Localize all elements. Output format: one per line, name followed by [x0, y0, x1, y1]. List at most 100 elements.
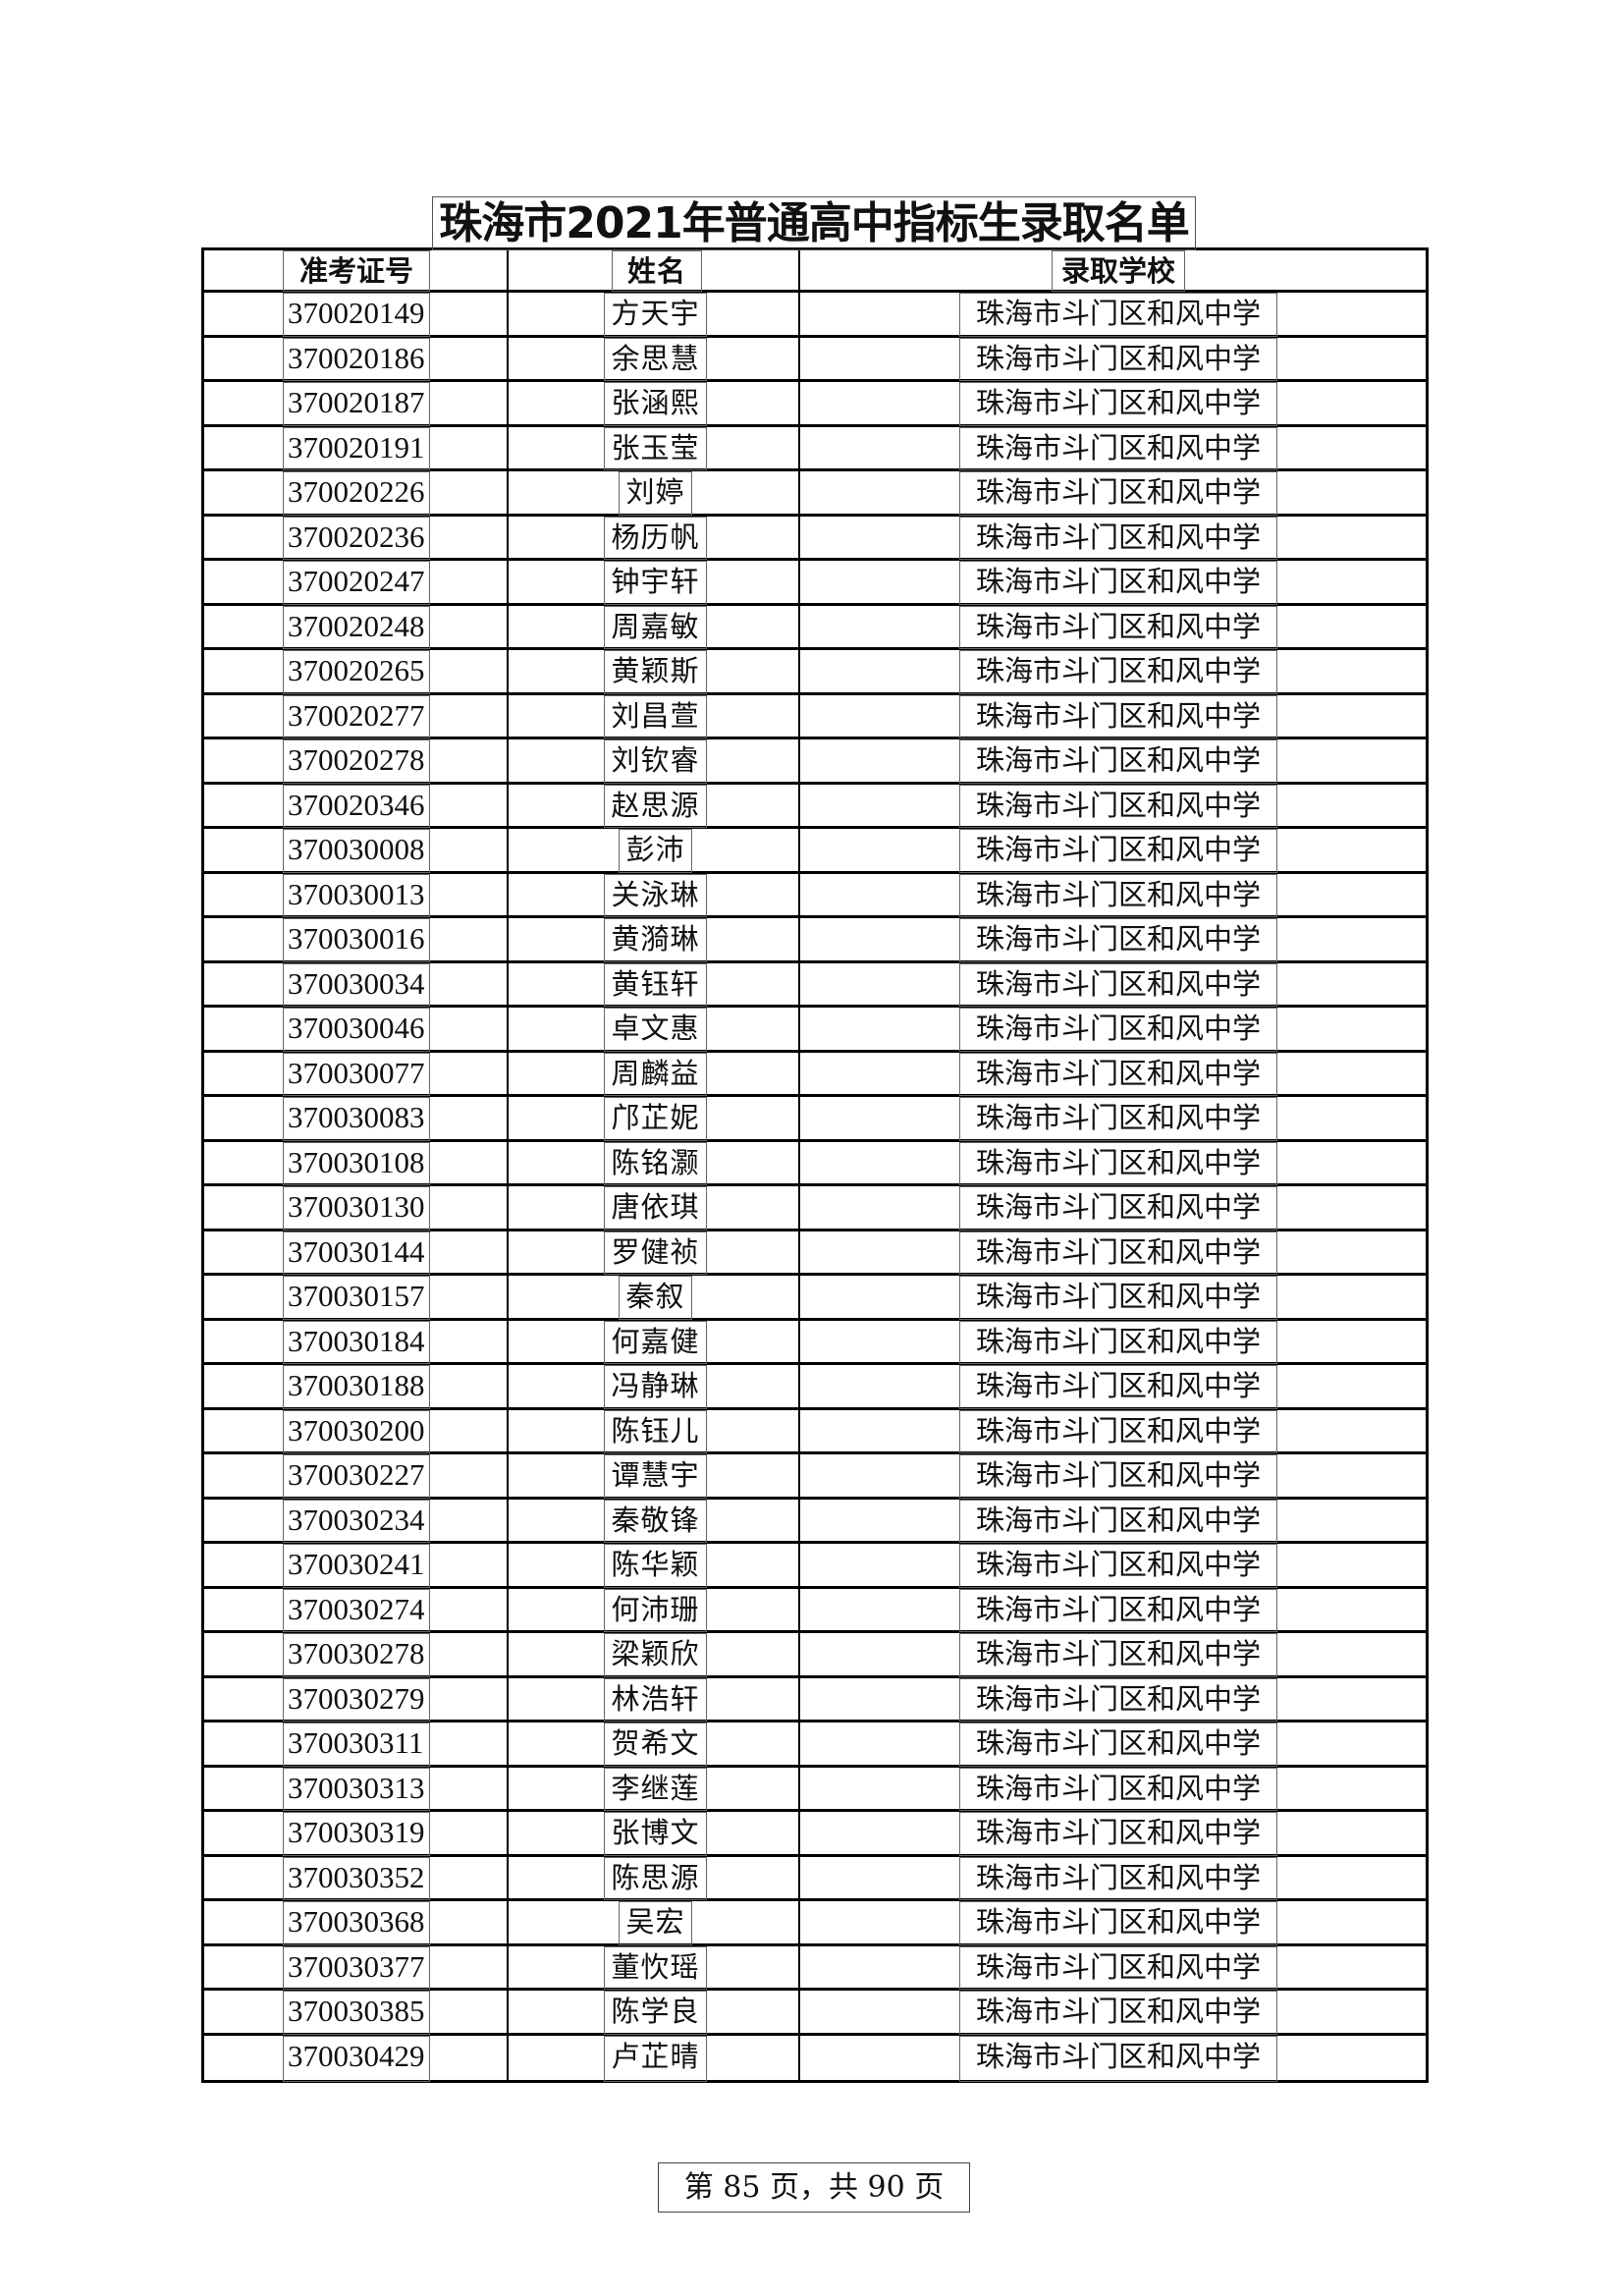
student-name-cell: 张博文 — [604, 1812, 707, 1856]
table-row: 370020236 杨历帆 珠海市斗门区和风中学 — [204, 516, 1426, 561]
exam-id-cell: 370030130 — [283, 1186, 430, 1230]
table-row: 370030429 卢芷晴 珠海市斗门区和风中学 — [204, 2035, 1426, 2082]
student-name-cell: 邝芷妮 — [604, 1097, 707, 1141]
table-row: 370030279 林浩轩 珠海市斗门区和风中学 — [204, 1677, 1426, 1722]
exam-id-cell: 370020277 — [283, 694, 430, 738]
exam-id-cell: 370030311 — [283, 1722, 430, 1767]
admitted-school-cell: 珠海市斗门区和风中学 — [959, 1008, 1277, 1052]
student-name-cell: 何嘉健 — [604, 1320, 707, 1364]
exam-id-cell: 370030279 — [283, 1677, 430, 1722]
student-name-cell: 张玉莹 — [604, 426, 707, 470]
table-row: 370030234 秦敬锋 珠海市斗门区和风中学 — [204, 1499, 1426, 1544]
table-row: 370030368 吴宏 珠海市斗门区和风中学 — [204, 1901, 1426, 1946]
admitted-school-cell: 珠海市斗门区和风中学 — [959, 605, 1277, 649]
exam-id-cell: 370030083 — [283, 1097, 430, 1141]
table-row: 370020226 刘婷 珠海市斗门区和风中学 — [204, 471, 1426, 517]
student-name-cell: 余思慧 — [604, 337, 707, 381]
table-row: 370030016 黄漪琳 珠海市斗门区和风中学 — [204, 918, 1426, 963]
table-row: 370020248 周嘉敏 珠海市斗门区和风中学 — [204, 605, 1426, 650]
exam-id-cell: 370020265 — [283, 650, 430, 694]
table-row: 370030227 谭慧宇 珠海市斗门区和风中学 — [204, 1454, 1426, 1500]
admitted-school-cell: 珠海市斗门区和风中学 — [959, 1052, 1277, 1096]
admitted-school-cell: 珠海市斗门区和风中学 — [959, 694, 1277, 738]
exam-id-cell: 370030157 — [283, 1276, 430, 1320]
table-row: 370020278 刘钦睿 珠海市斗门区和风中学 — [204, 739, 1426, 785]
student-name-cell: 黄漪琳 — [604, 918, 707, 962]
table-row: 370030184 何嘉健 珠海市斗门区和风中学 — [204, 1320, 1426, 1365]
student-name-cell: 唐依琪 — [604, 1186, 707, 1230]
student-name-cell: 陈华颖 — [604, 1544, 707, 1588]
student-name-cell: 彭沛 — [619, 829, 692, 873]
exam-id-cell: 370030200 — [283, 1409, 430, 1453]
page-number: 第 85 页，共 90 页 — [658, 2162, 970, 2213]
admitted-school-cell: 珠海市斗门区和风中学 — [959, 561, 1277, 605]
exam-id-cell: 370030008 — [283, 829, 430, 873]
exam-id-cell: 370020191 — [283, 426, 430, 470]
table-row: 370020187 张涵熙 珠海市斗门区和风中学 — [204, 382, 1426, 427]
student-name-cell: 罗健祯 — [604, 1230, 707, 1275]
table-row: 370020149 方天宇 珠海市斗门区和风中学 — [204, 293, 1426, 338]
exam-id-cell: 370030108 — [283, 1141, 430, 1185]
student-name-cell: 董忺瑶 — [604, 1945, 707, 1990]
table-row: 370030188 冯静琳 珠海市斗门区和风中学 — [204, 1365, 1426, 1410]
admitted-school-cell: 珠海市斗门区和风中学 — [959, 1454, 1277, 1499]
student-name-cell: 陈铭灏 — [604, 1141, 707, 1185]
admitted-school-cell: 珠海市斗门区和风中学 — [959, 516, 1277, 560]
student-name-cell: 刘婷 — [619, 471, 692, 516]
student-name-cell: 关泳琳 — [604, 873, 707, 917]
student-name-cell: 陈学良 — [604, 1991, 707, 2035]
admitted-school-cell: 珠海市斗门区和风中学 — [959, 1901, 1277, 1945]
table-row: 370020265 黄颖斯 珠海市斗门区和风中学 — [204, 650, 1426, 695]
exam-id-cell: 370030274 — [283, 1588, 430, 1632]
table-row: 370030077 周麟益 珠海市斗门区和风中学 — [204, 1052, 1426, 1097]
student-name-cell: 刘昌萱 — [604, 694, 707, 738]
admitted-school-cell: 珠海市斗门区和风中学 — [959, 471, 1277, 516]
admitted-school-cell: 珠海市斗门区和风中学 — [959, 829, 1277, 873]
column-header-exam-id: 准考证号 — [283, 250, 430, 292]
exam-id-cell: 370020149 — [283, 293, 430, 337]
student-name-cell: 李继莲 — [604, 1767, 707, 1811]
exam-id-cell: 370020236 — [283, 516, 430, 560]
exam-id-cell: 370030077 — [283, 1052, 430, 1096]
exam-id-cell: 370020248 — [283, 605, 430, 649]
student-name-cell: 张涵熙 — [604, 382, 707, 426]
admitted-school-cell: 珠海市斗门区和风中学 — [959, 873, 1277, 917]
table-row: 370030013 关泳琳 珠海市斗门区和风中学 — [204, 873, 1426, 918]
student-name-cell: 冯静琳 — [604, 1365, 707, 1409]
exam-id-cell: 370030385 — [283, 1991, 430, 2035]
table-row: 370020346 赵思源 珠海市斗门区和风中学 — [204, 784, 1426, 829]
student-name-cell: 吴宏 — [619, 1901, 692, 1945]
column-header-school: 录取学校 — [1052, 250, 1185, 292]
admitted-school-cell: 珠海市斗门区和风中学 — [959, 1141, 1277, 1185]
table-row: 370030083 邝芷妮 珠海市斗门区和风中学 — [204, 1097, 1426, 1142]
exam-id-cell: 370020187 — [283, 382, 430, 426]
exam-id-cell: 370030013 — [283, 873, 430, 917]
student-name-cell: 卓文惠 — [604, 1008, 707, 1052]
admitted-school-cell: 珠海市斗门区和风中学 — [959, 1320, 1277, 1364]
admitted-school-cell: 珠海市斗门区和风中学 — [959, 1097, 1277, 1141]
exam-id-cell: 370030241 — [283, 1544, 430, 1588]
table-row: 370020191 张玉莹 珠海市斗门区和风中学 — [204, 426, 1426, 471]
table-row: 370020186 余思慧 珠海市斗门区和风中学 — [204, 337, 1426, 382]
admitted-school-cell: 珠海市斗门区和风中学 — [959, 962, 1277, 1007]
admitted-school-cell: 珠海市斗门区和风中学 — [959, 1767, 1277, 1811]
table-row: 370030319 张博文 珠海市斗门区和风中学 — [204, 1812, 1426, 1857]
admitted-school-cell: 珠海市斗门区和风中学 — [959, 1856, 1277, 1900]
admitted-school-cell: 珠海市斗门区和风中学 — [959, 1409, 1277, 1453]
exam-id-cell: 370030188 — [283, 1365, 430, 1409]
exam-id-cell: 370020247 — [283, 561, 430, 605]
student-name-cell: 林浩轩 — [604, 1677, 707, 1722]
exam-id-cell: 370030278 — [283, 1633, 430, 1677]
student-name-cell: 陈钰儿 — [604, 1409, 707, 1453]
exam-id-cell: 370030429 — [283, 2035, 430, 2082]
table-row: 370030130 唐依琪 珠海市斗门区和风中学 — [204, 1186, 1426, 1231]
admitted-school-cell: 珠海市斗门区和风中学 — [959, 1499, 1277, 1543]
student-name-cell: 钟宇轩 — [604, 561, 707, 605]
table-row: 370030274 何沛珊 珠海市斗门区和风中学 — [204, 1588, 1426, 1633]
student-name-cell: 刘钦睿 — [604, 739, 707, 784]
exam-id-cell: 370020226 — [283, 471, 430, 516]
exam-id-cell: 370030034 — [283, 962, 430, 1007]
admitted-school-cell: 珠海市斗门区和风中学 — [959, 1588, 1277, 1632]
table-row: 370030008 彭沛 珠海市斗门区和风中学 — [204, 829, 1426, 874]
table-row: 370030241 陈华颖 珠海市斗门区和风中学 — [204, 1544, 1426, 1589]
